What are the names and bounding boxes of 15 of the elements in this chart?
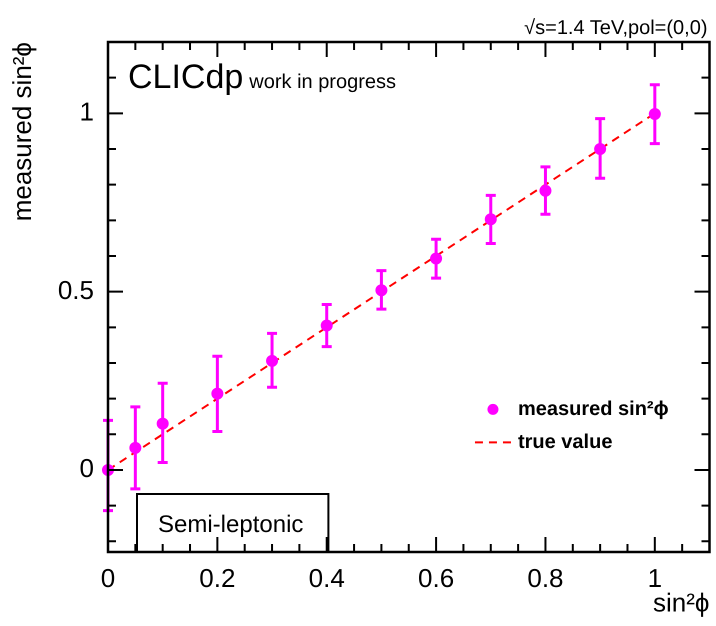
y-axis-title: measured sin²ϕ	[6, 42, 37, 222]
legend-label: true value	[518, 430, 612, 453]
annotation: CLICdp	[128, 58, 244, 96]
y-tick-label: 0	[80, 453, 94, 484]
y-tick-label: 1	[80, 96, 94, 126]
x-tick-label: 0	[100, 562, 116, 593]
legend-label: measured sin²ϕ	[518, 398, 669, 420]
x-tick-label: 0.8	[527, 562, 564, 593]
x-tick-label: 0.4	[308, 562, 345, 593]
text: √s=1.4 TeV,pol=(0,0)	[524, 17, 708, 39]
annotation: Semi-leptonic	[158, 511, 304, 538]
annotation: work in progress	[248, 71, 396, 93]
y-tick-label: 0.5	[58, 274, 94, 305]
x-tick-label: 0.2	[199, 562, 236, 593]
x-tick-label: 0.6	[418, 562, 454, 593]
